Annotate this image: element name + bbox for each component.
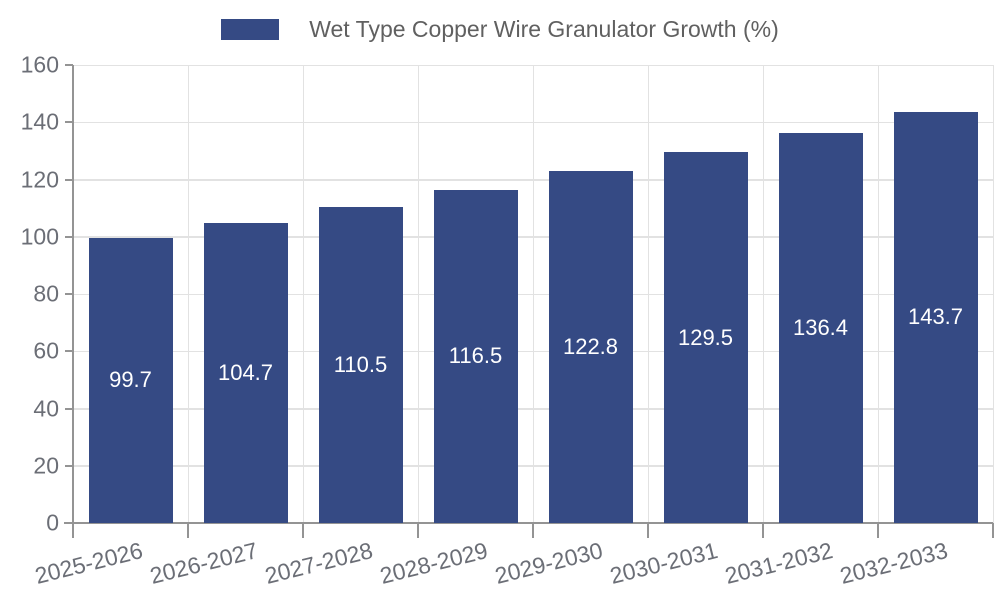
bar xyxy=(548,171,633,523)
bar-value-label: 129.5 xyxy=(677,324,734,350)
y-tick-label: 100 xyxy=(20,223,59,250)
bar-value-label: 110.5 xyxy=(333,351,388,377)
bar-value-label: 116.5 xyxy=(448,343,503,369)
bar-value-label: 99.7 xyxy=(109,367,152,393)
bar xyxy=(663,152,748,523)
x-tick-label: 2032-2033 xyxy=(836,537,950,589)
y-tick-label: 0 xyxy=(46,509,59,536)
bar-value-label: 136.4 xyxy=(792,314,849,340)
bar xyxy=(88,237,173,523)
bar-value-label: 143.7 xyxy=(907,304,964,330)
x-gridline xyxy=(877,65,879,523)
x-tick-mark xyxy=(187,523,189,538)
x-gridline xyxy=(992,65,994,523)
y-tick-mark xyxy=(65,121,73,124)
bar xyxy=(433,189,518,523)
x-tick-mark xyxy=(877,523,879,538)
x-tick-mark xyxy=(72,523,74,538)
x-gridline xyxy=(187,65,189,523)
x-gridline xyxy=(762,65,764,523)
y-tick-mark xyxy=(65,293,73,295)
x-tick-label: 2025-2026 xyxy=(31,537,145,589)
y-tick-mark xyxy=(65,64,73,66)
x-tick-mark xyxy=(992,523,994,538)
x-tick-mark xyxy=(417,523,419,538)
x-gridline xyxy=(532,65,534,523)
bar xyxy=(318,206,403,523)
x-tick-label: 2028-2029 xyxy=(376,537,490,589)
x-tick-mark xyxy=(302,523,304,538)
x-tick-label: 2031-2032 xyxy=(721,537,835,589)
x-tick-label: 2030-2031 xyxy=(606,537,720,589)
y-tick-label: 120 xyxy=(20,166,59,192)
x-axis-line xyxy=(64,522,993,524)
y-tick-label: 160 xyxy=(20,51,59,78)
x-tick-mark xyxy=(762,523,764,538)
y-tick-label: 20 xyxy=(33,452,59,479)
x-tick-mark xyxy=(532,523,534,538)
y-tick-label: 140 xyxy=(20,108,59,135)
x-tick-label: 2027-2028 xyxy=(261,537,375,589)
x-tick-mark xyxy=(647,523,649,538)
bar-value-label: 122.8 xyxy=(562,334,619,360)
x-tick-label: 2029-2030 xyxy=(491,537,605,589)
legend-label: Wet Type Copper Wire Granulator Growth (… xyxy=(309,16,779,42)
y-tick-label: 80 xyxy=(33,280,59,307)
y-tick-mark xyxy=(65,407,73,410)
bar xyxy=(893,111,978,523)
y-tick-label: 60 xyxy=(33,337,59,364)
y-tick-mark xyxy=(65,178,73,181)
bar-value-label: 104.7 xyxy=(217,360,274,386)
bar xyxy=(203,223,288,523)
bar xyxy=(778,132,863,523)
x-tick-label: 2026-2027 xyxy=(146,537,260,589)
y-tick-label: 40 xyxy=(33,395,59,421)
x-gridline xyxy=(302,65,304,523)
y-axis-line xyxy=(72,65,74,523)
chart-legend[interactable]: Wet Type Copper Wire Granulator Growth (… xyxy=(0,16,1000,42)
x-gridline xyxy=(417,65,419,523)
y-tick-mark xyxy=(65,350,73,353)
legend-swatch-icon xyxy=(221,18,280,40)
x-gridline xyxy=(647,65,649,523)
y-tick-mark xyxy=(65,464,73,467)
y-tick-mark xyxy=(65,235,73,238)
